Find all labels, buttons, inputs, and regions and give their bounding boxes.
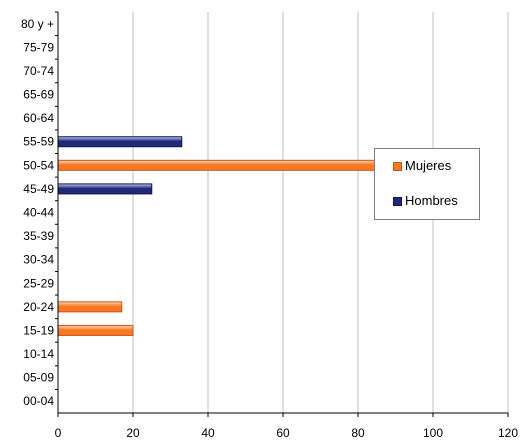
- y-tick-label-25-29: 25-29: [23, 276, 54, 290]
- y-tick-label-10-14: 10-14: [23, 347, 54, 361]
- legend-label-mujeres: Mujeres: [405, 158, 452, 173]
- x-tick-label-0: 0: [55, 426, 62, 440]
- y-tick-label-15-19: 15-19: [23, 323, 54, 337]
- bars: [57, 136, 389, 336]
- legend: Mujeres Hombres: [374, 148, 480, 220]
- y-tick-label-75-79: 75-79: [23, 40, 54, 54]
- x-tick-label-80: 80: [351, 426, 365, 440]
- legend-swatch-mujeres: [393, 161, 402, 171]
- bar-mujeres-20-24: [57, 301, 123, 313]
- y-tick-label-20-24: 20-24: [23, 300, 54, 314]
- y-tick-label-35-39: 35-39: [23, 229, 54, 243]
- legend-swatch-hombres: [393, 196, 402, 206]
- bar-hombres-45-49: [57, 183, 153, 195]
- y-tick-label-00-04: 00-04: [23, 394, 54, 408]
- y-tick-labels: 80 y + 75-79 70-74 65-69 60-64 55-59 50-54 45-4…: [21, 11, 58, 408]
- x-tick-label-40: 40: [201, 426, 215, 440]
- y-tick-label-50-54: 50-54: [23, 158, 54, 172]
- y-tick-label-45-49: 45-49: [23, 182, 54, 196]
- y-tick-label-05-09: 05-09: [23, 371, 54, 385]
- x-tick-label-20: 20: [126, 426, 140, 440]
- bar-mujeres-50-54: [57, 159, 389, 171]
- y-tick-label-65-69: 65-69: [23, 88, 54, 102]
- y-tick-label-30-34: 30-34: [23, 253, 54, 267]
- y-tick-label-40-44: 40-44: [23, 206, 54, 220]
- x-tick-labels: 0 20 40 60 80 100 120: [55, 413, 518, 440]
- y-tick-label-70-74: 70-74: [23, 64, 54, 78]
- legend-label-hombres: Hombres: [405, 193, 458, 208]
- legend-item-hombres: Hombres: [393, 193, 458, 209]
- bar-hombres-55-59: [57, 136, 183, 148]
- y-tick-label-60-64: 60-64: [23, 111, 54, 125]
- y-tick-label-80-y: 80 y +: [21, 17, 54, 31]
- y-tick-label-55-59: 55-59: [23, 135, 54, 149]
- x-tick-label-120: 120: [498, 426, 518, 440]
- x-tick-label-100: 100: [423, 426, 443, 440]
- bar-mujeres-15-19: [57, 324, 134, 336]
- legend-item-mujeres: Mujeres: [393, 158, 451, 174]
- x-tick-label-60: 60: [276, 426, 290, 440]
